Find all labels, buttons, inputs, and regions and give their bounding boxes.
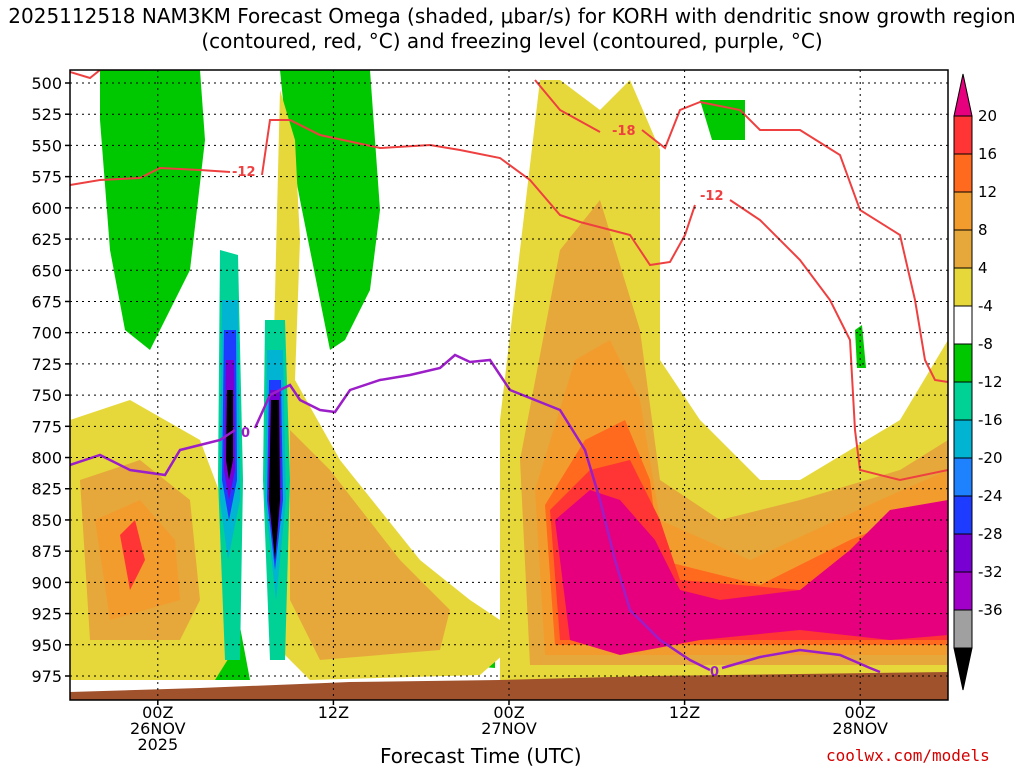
omega-region-neg-4 [100, 70, 205, 350]
colorbar-swatch [953, 381, 973, 421]
omega-region-neg-4 [280, 70, 380, 350]
x-tick-label: 28NOV [832, 719, 888, 738]
freezing-contour-line [70, 428, 236, 477]
chart-title: 2025112518 NAM3KM Forecast Omega (shaded… [8, 4, 1016, 53]
freezing-contour-line [253, 353, 711, 672]
y-tick-label: 975 [31, 667, 62, 686]
dendritic-label: -18 [612, 124, 636, 139]
colorbar-label: -36 [978, 601, 1003, 619]
colorbar-cap-bottom [953, 647, 973, 691]
y-tick-label: 500 [31, 74, 62, 93]
colorbar-swatch [953, 419, 973, 459]
colorbar-swatch [953, 495, 973, 535]
y-tick-label: 950 [31, 636, 62, 655]
omega-region-pos-8 [290, 430, 450, 660]
x-axis-label: Forecast Time (UTC) [380, 744, 582, 768]
y-tick-label: 625 [31, 230, 62, 249]
y-tick-label: 825 [31, 480, 62, 499]
freezing-label: 0 [710, 665, 719, 680]
omega-region-neg-4 [700, 100, 745, 140]
y-tick-label: 650 [31, 261, 62, 280]
colorbar-label: 12 [978, 183, 997, 201]
colorbar-label: -28 [978, 525, 1003, 543]
colorbar-swatch [953, 153, 973, 193]
dendritic-label: -12 [700, 189, 724, 204]
x-tick-label: 2025 [137, 735, 178, 754]
colorbar-swatch [953, 191, 973, 231]
x-tick-label: 00Z [493, 703, 524, 722]
y-tick-label: 900 [31, 573, 62, 592]
y-tick-label: 800 [31, 449, 62, 468]
y-axis: 500 525 550 575 600 625 650 675 700 725 750 775 800 8… [31, 74, 70, 686]
dendritic-contour-line [70, 166, 231, 186]
y-tick-label: 725 [31, 355, 62, 374]
dendritic-contour-line [729, 199, 948, 482]
x-tick-label: 00Z [142, 703, 173, 722]
y-tick-label: 575 [31, 168, 62, 187]
y-tick-label: 675 [31, 292, 62, 311]
omega-region-pos-20 [120, 520, 145, 590]
colorbar-label: 8 [978, 221, 988, 239]
y-tick-label: 875 [31, 542, 62, 561]
freezing-level-contour [70, 353, 881, 674]
dendritic-contour-line [641, 100, 948, 383]
y-tick-label: 925 [31, 605, 62, 624]
x-tick-label: 12Z [318, 703, 349, 722]
colorbar-label: -12 [978, 373, 1003, 391]
colorbar-swatch [953, 533, 973, 573]
freezing-label: 0 [241, 426, 250, 441]
colorbar: 20 16 12 8 4 -4 -8 -12 -16 -20 -24 -28 -32 -36 [953, 73, 1003, 691]
colorbar-label: 16 [978, 145, 997, 163]
dendritic-contour-line [70, 70, 101, 80]
colorbar-label: 20 [978, 107, 997, 125]
dendritic-contour-line [261, 119, 696, 267]
dendritic-label: -12 [232, 165, 256, 180]
y-tick-label: 850 [31, 511, 62, 530]
y-tick-label: 525 [31, 105, 62, 124]
y-tick-label: 750 [31, 386, 62, 405]
colorbar-label: -20 [978, 449, 1003, 467]
colorbar-swatch [953, 609, 973, 649]
colorbar-label: -8 [978, 335, 993, 353]
colorbar-swatch [953, 457, 973, 497]
colorbar-swatch [953, 229, 973, 269]
colorbar-label: 4 [978, 259, 988, 277]
colorbar-label: -32 [978, 563, 1003, 581]
freezing-contour-line [721, 648, 881, 674]
colorbar-swatch [953, 305, 973, 345]
dendritic-contour-line [534, 79, 601, 133]
y-tick-label: 775 [31, 417, 62, 436]
colorbar-label: -16 [978, 411, 1003, 429]
colorbar-swatch [953, 343, 973, 383]
colorbar-label: -4 [978, 297, 993, 315]
dendritic-contours [70, 70, 948, 482]
colorbar-swatch [953, 571, 973, 611]
colorbar-label: -24 [978, 487, 1003, 505]
x-tick-label: 26NOV [130, 719, 186, 738]
x-tick-label: 27NOV [481, 719, 537, 738]
y-tick-label: 600 [31, 199, 62, 218]
x-tick-label: 12Z [669, 703, 700, 722]
omega-region-neg-36 [269, 400, 280, 560]
colorbar-swatch [953, 115, 973, 155]
y-tick-label: 700 [31, 324, 62, 343]
terrain-surface [70, 672, 948, 700]
y-tick-label: 550 [31, 136, 62, 155]
colorbar-cap-top [953, 73, 973, 117]
colorbar-swatch [953, 267, 973, 307]
credit-link[interactable]: coolwx.com/models [826, 746, 990, 765]
x-tick-label: 00Z [845, 703, 876, 722]
grid-lines [70, 70, 948, 700]
